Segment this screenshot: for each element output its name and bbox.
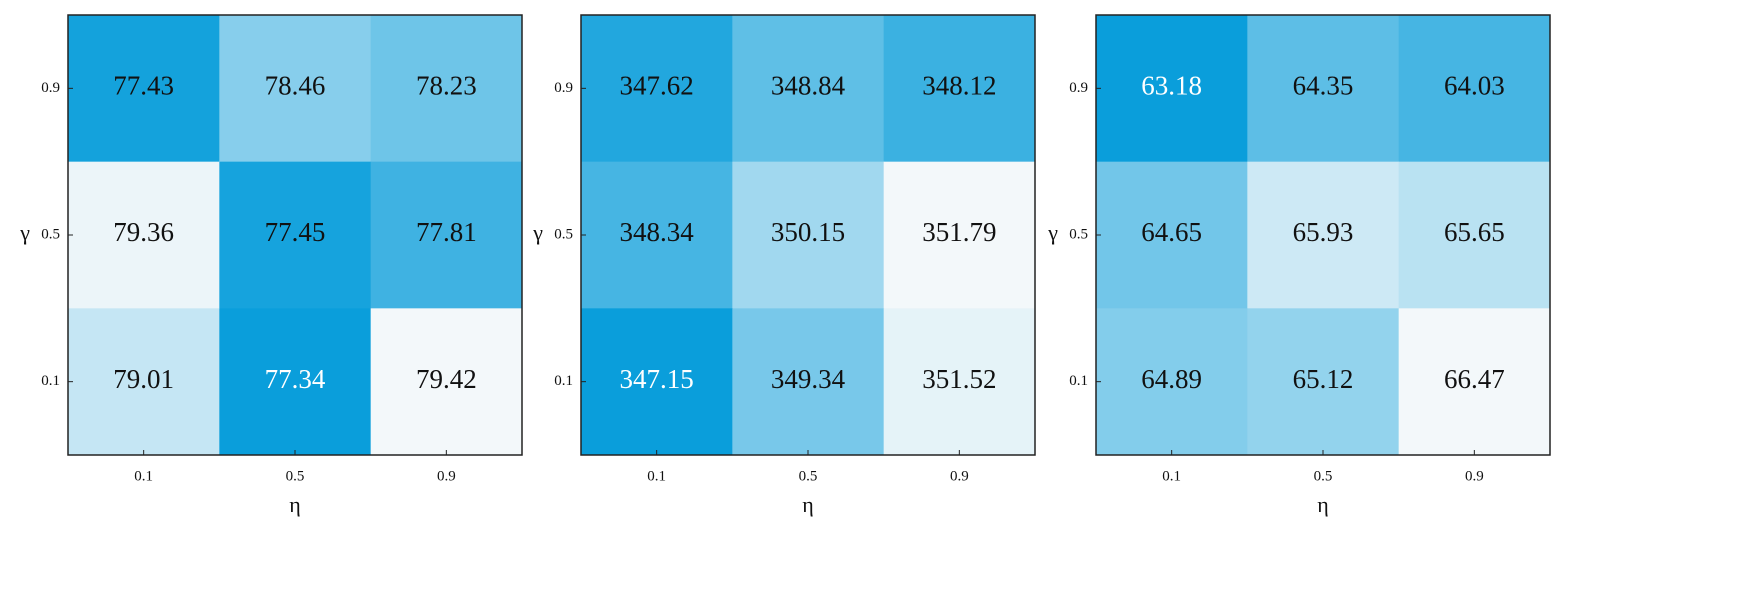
y-tick-label: 0.1 [1069,373,1088,389]
heatmap-cell [1096,161,1248,309]
heatmap-cell [1096,15,1248,163]
heatmap-cell [883,15,1036,163]
cell-label: 351.52 [922,364,996,394]
x-axis-label: η [289,492,301,517]
cell-label: 349.34 [771,364,846,394]
cell-label: 350.15 [771,217,845,247]
x-tick-label: 0.1 [1162,468,1181,484]
cell-label: 348.12 [922,71,996,101]
x-tick-label: 0.5 [799,468,818,484]
heatmap-cell [1398,15,1551,163]
x-tick-label: 0.9 [437,468,456,484]
y-tick-label: 0.1 [554,373,573,389]
y-tick-label: 0.9 [1069,80,1088,96]
cell-label: 77.45 [265,217,326,247]
heatmap-cell [732,308,885,456]
y-tick-label: 0.1 [41,373,60,389]
heatmap-cell [1398,161,1551,309]
heatmap-cell [1096,308,1248,456]
cell-label: 348.84 [771,71,846,101]
cell-label: 347.15 [620,364,694,394]
x-tick-label: 0.1 [647,468,666,484]
y-tick-label: 0.5 [1069,226,1088,242]
heatmap-cell [68,15,220,163]
cell-label: 77.81 [416,217,477,247]
x-axis-label: η [802,492,814,517]
y-tick-label: 0.9 [554,80,573,96]
cell-label: 348.34 [620,217,695,247]
cell-label: 79.36 [113,217,174,247]
heatmap-cell [1247,161,1400,309]
cell-label: 351.79 [922,217,996,247]
y-tick-label: 0.5 [554,226,573,242]
heatmap-cell [581,161,733,309]
cell-label: 77.34 [265,364,326,394]
heatmap-cell [370,161,523,309]
heatmap-cell [883,161,1036,309]
heatmap-cell [370,308,523,456]
cell-label: 78.46 [265,71,326,101]
cell-label: 64.35 [1293,71,1354,101]
heatmap-cell [1398,308,1551,456]
y-tick-label: 0.5 [41,226,60,242]
cell-label: 63.18 [1141,71,1202,101]
heatmap-cell [732,15,885,163]
cell-label: 66.47 [1444,364,1505,394]
cell-label: 78.23 [416,71,477,101]
cell-label: 64.03 [1444,71,1505,101]
heatmap-cell [219,161,372,309]
heatmap-cell [883,308,1036,456]
cell-label: 64.65 [1141,217,1202,247]
heatmap-cell [68,161,220,309]
heatmap-cell [732,161,885,309]
cell-label: 77.43 [113,71,174,101]
heatmap-cell [581,308,733,456]
x-tick-label: 0.1 [134,468,153,484]
y-axis-label: γ [532,220,543,245]
heatmap-cell [68,308,220,456]
x-tick-label: 0.9 [1465,468,1484,484]
cell-label: 65.93 [1293,217,1354,247]
heatmap-cell [1247,308,1400,456]
x-tick-label: 0.5 [1314,468,1333,484]
y-tick-label: 0.9 [41,80,60,96]
x-axis-label: η [1317,492,1329,517]
heatmap-cell [1247,15,1400,163]
cell-label: 65.12 [1293,364,1354,394]
y-axis-label: γ [19,220,30,245]
cell-label: 64.89 [1141,364,1202,394]
x-tick-label: 0.9 [950,468,969,484]
heatmap-cell [581,15,733,163]
y-axis-label: γ [1047,220,1058,245]
cell-label: 65.65 [1444,217,1505,247]
heatmap-cell [219,15,372,163]
x-tick-label: 0.5 [286,468,305,484]
heatmap-cell [219,308,372,456]
heatmap-cell [370,15,523,163]
cell-label: 79.42 [416,364,477,394]
cell-label: 347.62 [620,71,694,101]
cell-label: 79.01 [113,364,174,394]
